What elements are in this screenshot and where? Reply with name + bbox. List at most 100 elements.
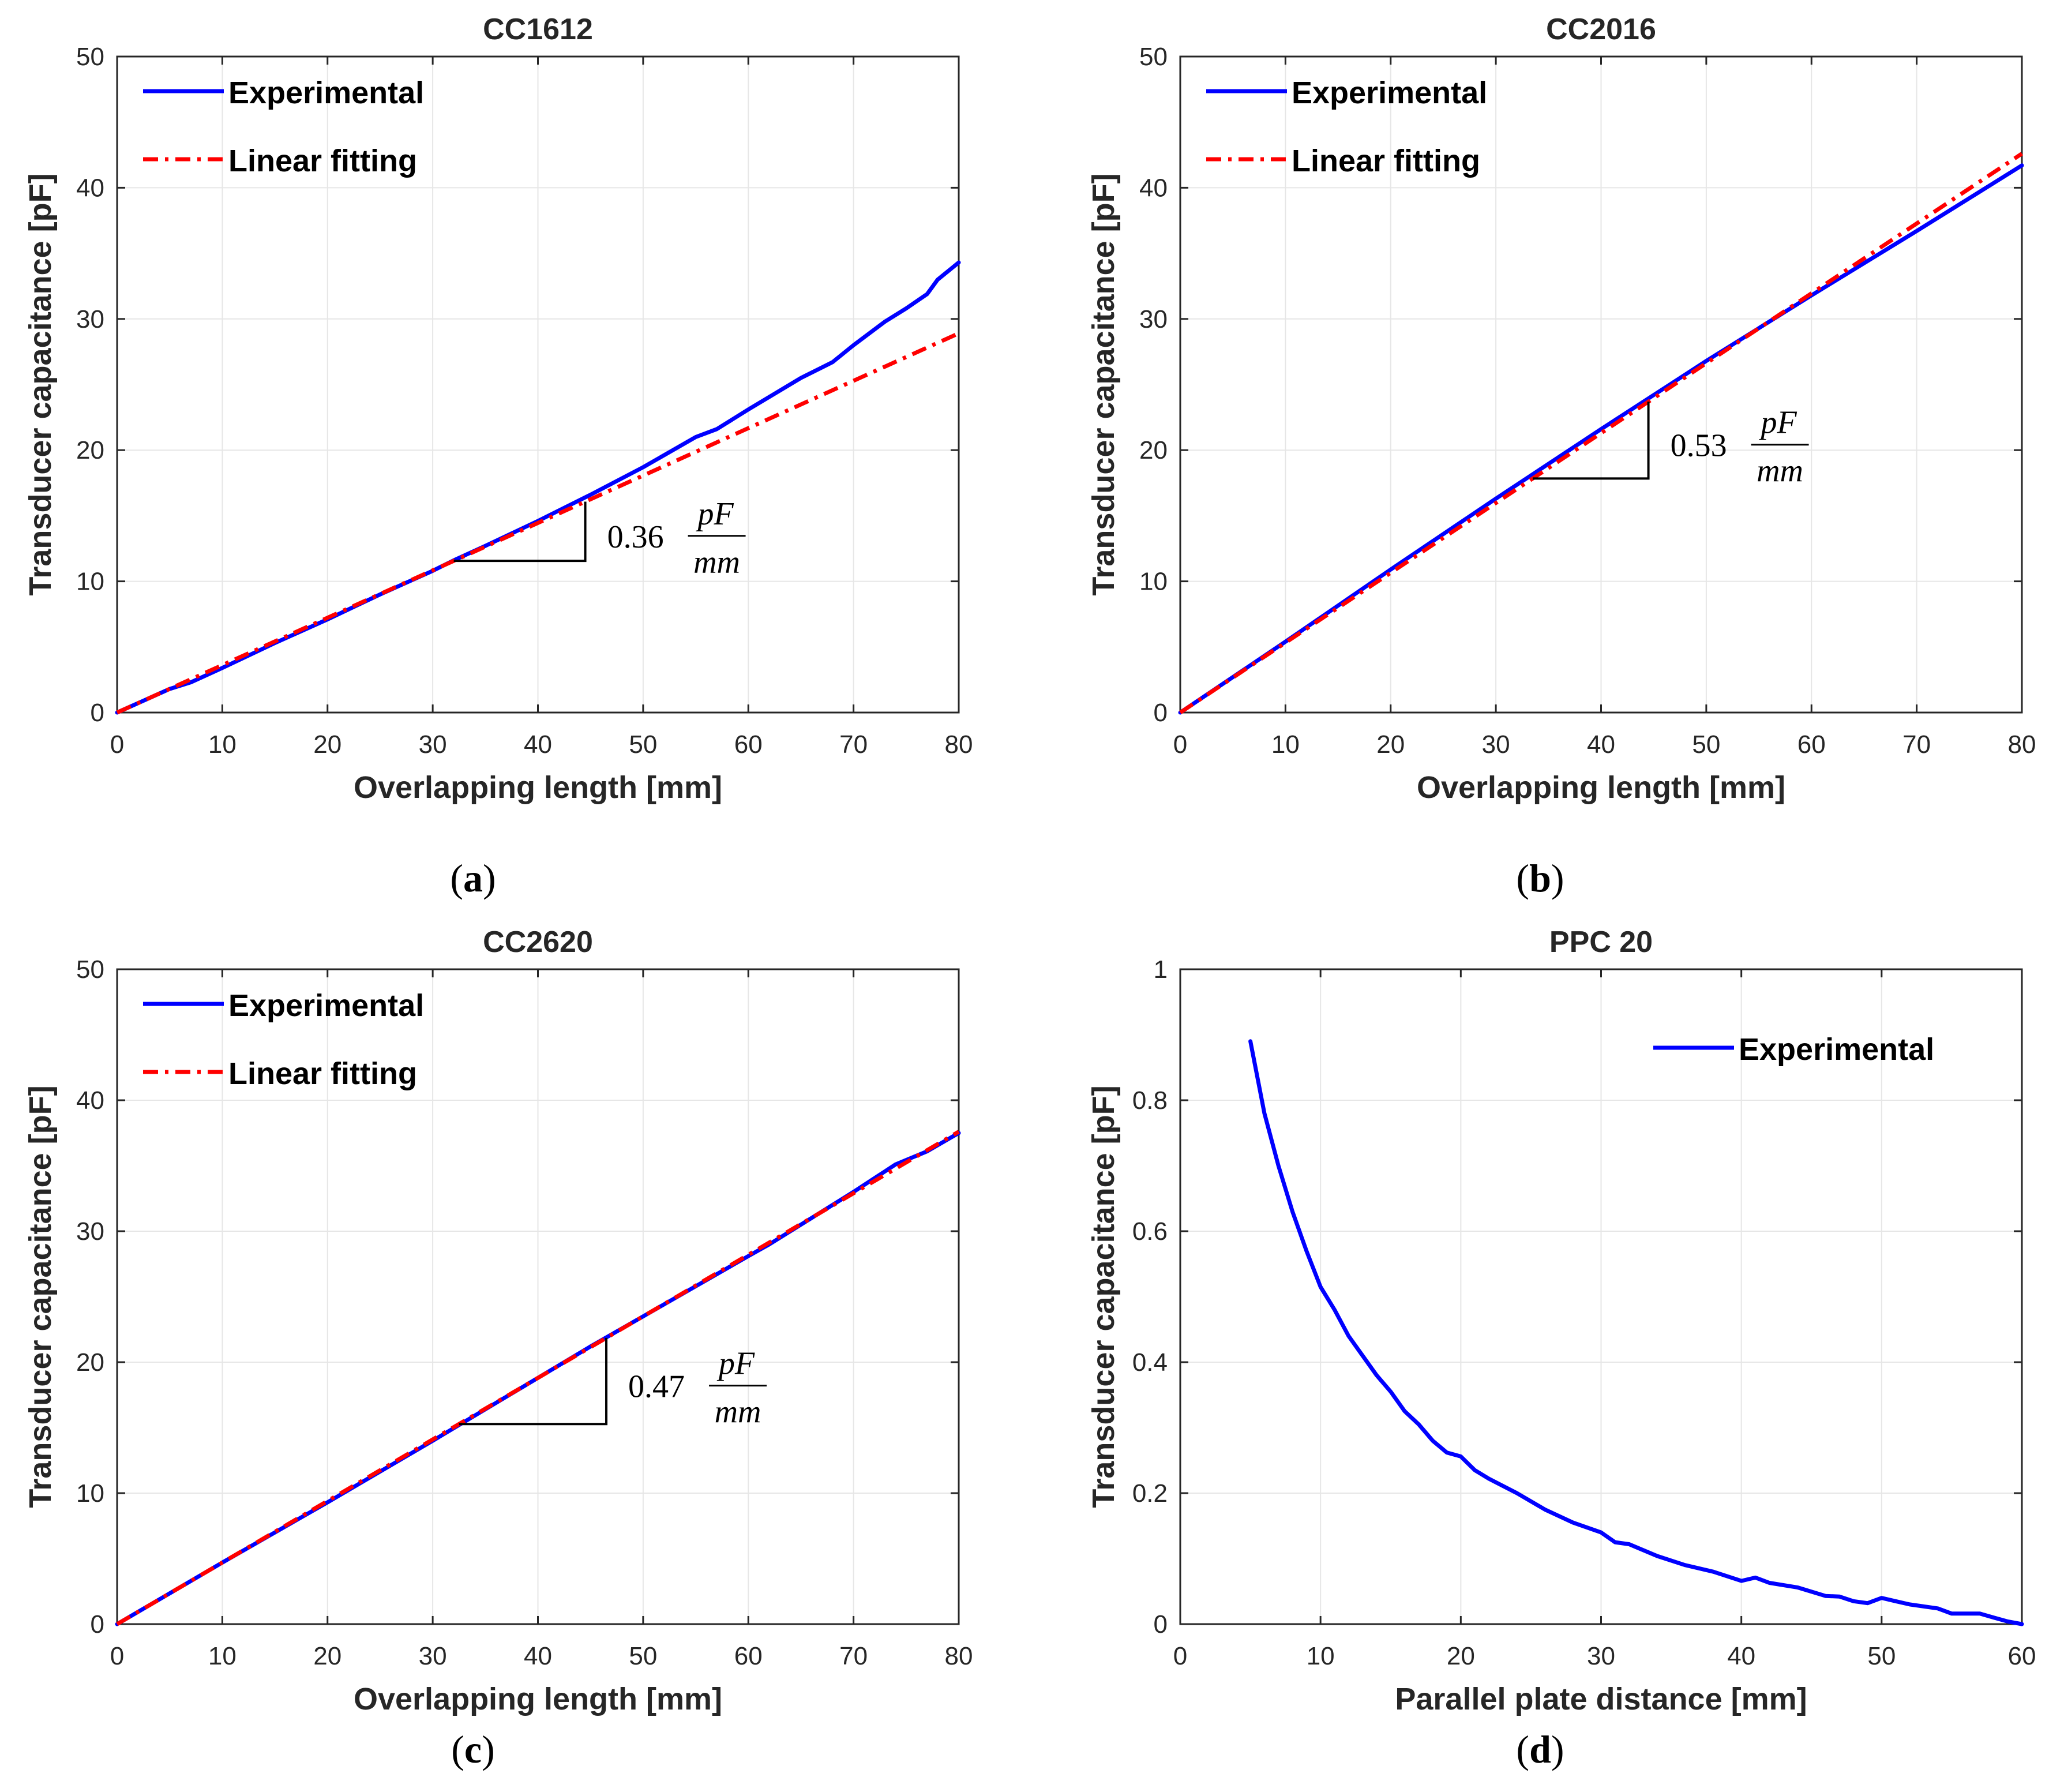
- y-tick-label: 0: [1154, 1610, 1168, 1639]
- x-axis-label: Overlapping length [mm]: [354, 770, 722, 805]
- y-tick-label: 0: [91, 1610, 104, 1639]
- x-tick-label: 20: [1447, 1642, 1475, 1670]
- plot-area-frame: [116, 968, 960, 1625]
- x-tick-label: 10: [1271, 730, 1300, 759]
- x-axis-label: Overlapping length [mm]: [1417, 770, 1785, 805]
- x-tick-label: 60: [1797, 730, 1826, 759]
- x-tick-label: 20: [313, 730, 342, 759]
- slope-value: 0.36: [607, 519, 664, 555]
- panel-letter: d: [1529, 1727, 1551, 1771]
- legend-entry: Linear fitting: [1292, 144, 1480, 178]
- y-tick-label: 40: [76, 174, 104, 202]
- y-tick-label: 1: [1154, 955, 1168, 984]
- y-axis-label: Transducer capacitance [pF]: [23, 1085, 58, 1508]
- x-tick-label: 40: [1727, 1642, 1755, 1670]
- y-tick-label: 40: [76, 1086, 104, 1115]
- y-tick-label: 20: [76, 436, 104, 464]
- legend-entry: Experimental: [228, 988, 424, 1023]
- y-tick-label: 30: [76, 1217, 104, 1246]
- x-tick-label: 40: [1587, 730, 1615, 759]
- y-tick-label: 0: [1154, 699, 1168, 727]
- slope-unit-numerator: pF: [695, 496, 734, 532]
- chart-title: CC2620: [483, 925, 593, 959]
- legend-entry: Linear fitting: [228, 144, 417, 178]
- slope-value: 0.53: [1671, 428, 1727, 464]
- y-tick-label: 30: [1139, 305, 1168, 333]
- y-tick-label: 0.8: [1132, 1086, 1168, 1115]
- x-tick-label: 70: [1902, 730, 1931, 759]
- legend-entry: Experimental: [1739, 1032, 1934, 1067]
- y-tick-label: 50: [1139, 43, 1168, 71]
- series-line-linear-fitting: [116, 1130, 960, 1626]
- panel-caption: (b): [1516, 856, 1564, 900]
- y-tick-label: 50: [76, 955, 104, 984]
- slope-triangle: [453, 501, 587, 563]
- y-tick-label: 0.6: [1132, 1217, 1168, 1246]
- y-tick-label: 0.4: [1132, 1348, 1168, 1377]
- y-tick-label: 30: [76, 305, 104, 333]
- slope-triangle: [1532, 402, 1650, 480]
- series-line-experimental: [115, 1131, 961, 1626]
- x-tick-label: 30: [419, 1642, 447, 1670]
- y-axis-label: Transducer capacitance [pF]: [23, 173, 58, 595]
- slope-triangle: [459, 1337, 608, 1426]
- y-axis-label: Transducer capacitance [pF]: [1086, 1085, 1121, 1508]
- chart-title: CC1612: [483, 13, 593, 46]
- x-tick-label: 0: [1173, 1642, 1187, 1670]
- x-tick-label: 10: [208, 1642, 237, 1670]
- x-tick-label: 40: [524, 1642, 552, 1670]
- slope-unit-denominator: mm: [715, 1394, 761, 1430]
- slope-unit-denominator: mm: [1757, 453, 1803, 489]
- series-line-linear-fitting: [116, 331, 960, 715]
- y-tick-label: 50: [76, 43, 104, 71]
- chart-panel-d: 0 10 20 30 40 50 60 0 0.2 0.4 0.6 0.8 1 PPC 20 Paralle…: [1086, 925, 2036, 1771]
- x-tick-label: 60: [2008, 1642, 2036, 1670]
- x-tick-label: 20: [1376, 730, 1405, 759]
- x-tick-label: 0: [1173, 730, 1187, 759]
- chart-title: CC2016: [1546, 13, 1656, 46]
- panel-letter: c: [464, 1727, 482, 1771]
- x-tick-label: 50: [1867, 1642, 1896, 1670]
- x-tick-label: 50: [629, 730, 657, 759]
- x-tick-label: 80: [945, 1642, 973, 1670]
- y-tick-label: 40: [1139, 174, 1168, 202]
- x-tick-label: 80: [2008, 730, 2036, 759]
- chart-title: PPC 20: [1549, 925, 1653, 959]
- legend-entry: Experimental: [228, 76, 424, 110]
- x-tick-label: 70: [839, 730, 868, 759]
- x-tick-label: 50: [1692, 730, 1720, 759]
- x-tick-label: 40: [524, 730, 552, 759]
- y-axis-label: Transducer capacitance [pF]: [1086, 173, 1121, 595]
- x-tick-label: 50: [629, 1642, 657, 1670]
- x-tick-label: 70: [839, 1642, 868, 1670]
- x-tick-label: 30: [1587, 1642, 1615, 1670]
- series-line-linear-fitting: [1179, 152, 2023, 714]
- slope-unit-denominator: mm: [693, 545, 740, 580]
- x-tick-label: 0: [110, 730, 124, 759]
- legend-entry: Linear fitting: [228, 1056, 417, 1091]
- slope-value: 0.47: [628, 1369, 685, 1405]
- x-tick-label: 10: [208, 730, 237, 759]
- x-axis-label: Overlapping length [mm]: [354, 1682, 722, 1716]
- plot-area-frame: [1179, 968, 2023, 1625]
- x-tick-label: 60: [734, 730, 763, 759]
- y-tick-label: 10: [76, 1479, 104, 1508]
- slope-unit-numerator: pF: [716, 1346, 755, 1382]
- x-tick-label: 10: [1307, 1642, 1335, 1670]
- chart-panel-c: 0 10 20 30 40 50 60 70 80 0 10 20 30 40 50 CC2620 Overla…: [23, 925, 973, 1771]
- chart-panel-b: 0 10 20 30 40 50 60 70 80 0 10 20 30 40 50 CC2016 Overla…: [1086, 13, 2036, 900]
- x-tick-label: 20: [313, 1642, 342, 1670]
- y-tick-label: 10: [76, 568, 104, 596]
- x-tick-label: 80: [945, 730, 973, 759]
- panel-caption: (a): [450, 856, 496, 900]
- x-tick-label: 30: [1482, 730, 1510, 759]
- panel-letter: a: [463, 856, 483, 900]
- chart-panel-a: 0 10 20 30 40 50 60 70 80 0 10 20 30 40 50 CC1612 Overla…: [23, 13, 973, 900]
- x-tick-label: 60: [734, 1642, 763, 1670]
- x-tick-label: 30: [419, 730, 447, 759]
- y-tick-label: 20: [1139, 436, 1168, 464]
- plot-area-frame: [116, 55, 960, 714]
- panel-letter: b: [1529, 856, 1551, 900]
- panel-caption: (c): [451, 1727, 495, 1771]
